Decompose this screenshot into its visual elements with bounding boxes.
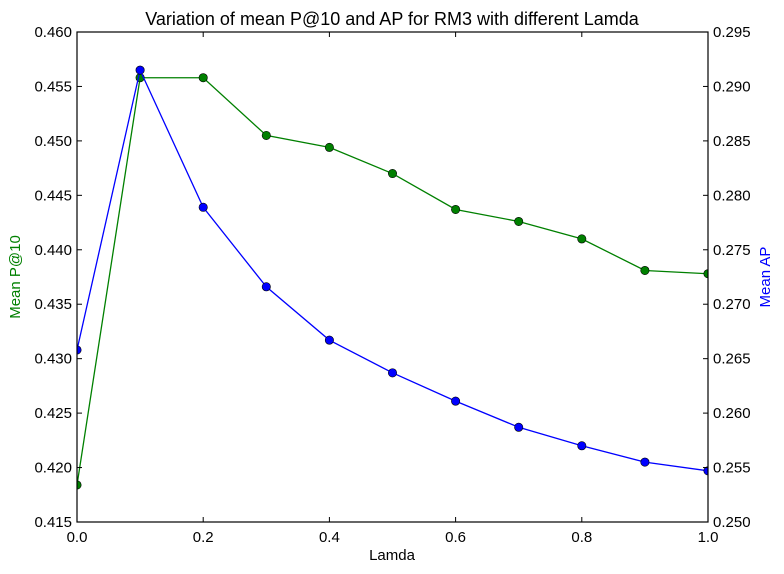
series-mean-ap-point [261,282,271,292]
series-mean-p10-point [387,169,397,179]
series-mean-ap-point [135,65,145,75]
series-mean-ap-point [577,441,587,451]
series-mean-p10-point [514,216,524,226]
chart-title: Variation of mean P@10 and AP for RM3 wi… [145,9,640,29]
y-left-tick-label: 0.430 [34,351,72,368]
series-mean-ap-point [324,335,334,345]
x-tick-label: 0.0 [67,529,88,546]
series-mean-p10-point [577,234,587,244]
x-tick-label: 0.6 [445,529,466,546]
y-left-tick-label: 0.420 [34,460,72,477]
series-mean-p10-point [324,142,334,152]
x-tick-label: 0.4 [319,529,340,546]
y-left-tick-label: 0.415 [34,514,72,531]
y-left-tick-label: 0.460 [34,24,72,41]
series-mean-p10-point [640,265,650,275]
x-tick-label: 1.0 [698,529,719,546]
series-mean-ap-point [387,368,397,378]
series-mean-ap-point [451,396,461,406]
y-left-tick-label: 0.440 [34,242,72,259]
series-mean-p10-point [451,204,461,214]
axis-ticks: 0.0 0.2 0.4 0.6 0.8 1.0 0.415 0.420 0.425 0.430 0.… [34,24,750,546]
series-mean-ap-point [514,422,524,432]
y-right-tick-label: 0.265 [713,351,751,368]
y-right-tick-label: 0.255 [713,460,751,477]
series-group [77,65,708,490]
y-right-tick-label: 0.285 [713,133,751,150]
y-right-tick-label: 0.250 [713,514,751,531]
y-right-tick-label: 0.275 [713,242,751,259]
y-left-tick-label: 0.455 [34,78,72,95]
y-left-tick-label: 0.445 [34,187,72,204]
series-mean-ap-point [198,202,208,212]
x-tick-label: 0.8 [571,529,592,546]
x-tick-label: 0.2 [193,529,214,546]
series-mean-p10-point [261,130,271,140]
x-axis-label: Lamda [369,547,416,564]
plot-frame [76,31,709,523]
y-right-tick-label: 0.270 [713,296,751,313]
y-axis-right-label: Mean AP [757,247,774,308]
series-mean-ap-point [640,457,650,467]
y-right-tick-label: 0.260 [713,405,751,422]
y-right-tick-label: 0.290 [713,78,751,95]
y-axis-left-label: Mean P@10 [7,235,24,319]
y-left-tick-label: 0.435 [34,296,72,313]
series-mean-ap-line [77,68,708,472]
series-mean-p10-point [198,73,208,83]
plot-area [76,31,709,523]
y-left-tick-label: 0.450 [34,133,72,150]
y-right-tick-label: 0.280 [713,187,751,204]
y-right-tick-label: 0.295 [713,24,751,41]
y-left-tick-label: 0.425 [34,405,72,422]
